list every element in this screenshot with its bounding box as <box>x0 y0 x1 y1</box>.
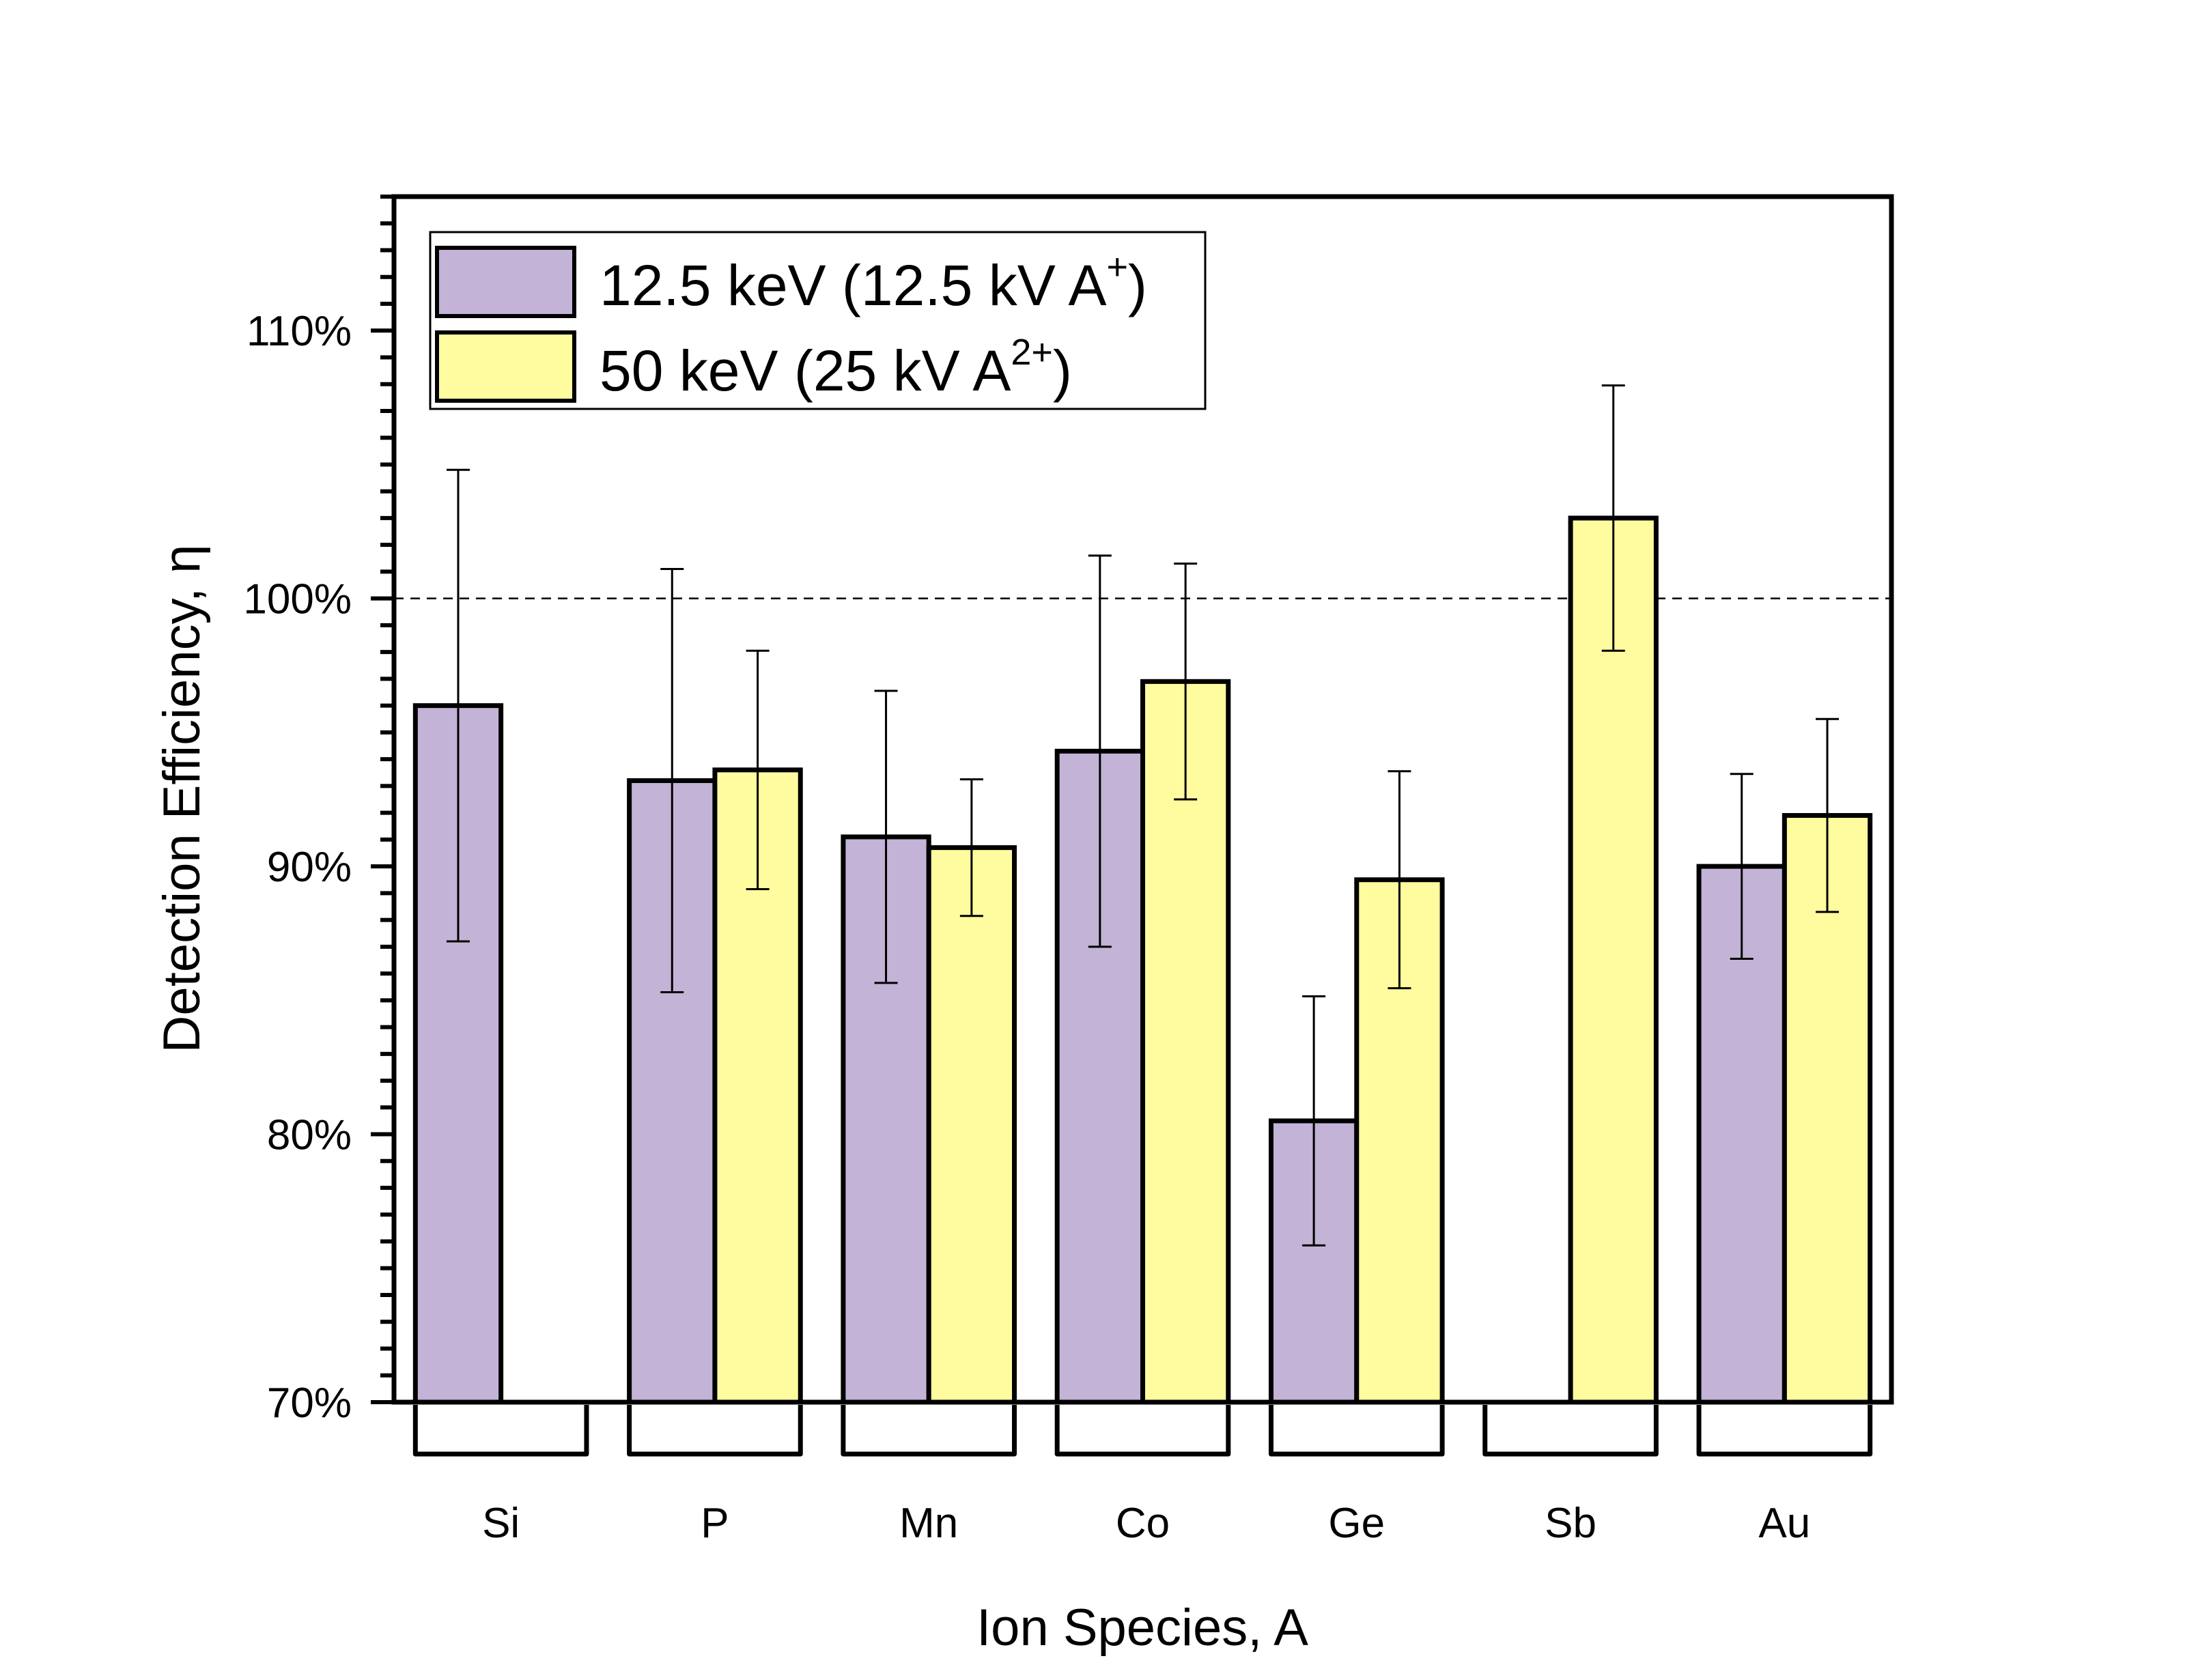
category-label-au: Au <box>1758 1500 1810 1547</box>
category-bracket-au <box>1696 1405 1873 1457</box>
legend: 12.5 keV (12.5 kV A+) 50 keV (25 kV A2+) <box>429 231 1207 410</box>
category-label-p: P <box>701 1500 729 1547</box>
legend-label-tail: ) <box>1128 253 1147 317</box>
legend-label-main: 12.5 keV (12.5 kV A <box>600 253 1106 317</box>
error-bar-co-series-1 <box>1088 554 1112 948</box>
legend-label-superscript: + <box>1106 246 1128 287</box>
legend-swatch-12-5-kev <box>435 246 576 318</box>
y-tick-label: 70% <box>267 1380 352 1427</box>
category-label-ge: Ge <box>1328 1500 1385 1547</box>
category-labels-group: Si P Mn Co Ge Sb Au <box>482 1500 1810 1547</box>
legend-label-tail: ) <box>1053 339 1072 403</box>
category-brackets-group <box>412 1405 1873 1457</box>
error-bar-p-series-2 <box>746 649 770 890</box>
error-bars-group <box>446 384 1840 1247</box>
category-label-mn: Mn <box>899 1500 958 1547</box>
legend-swatch-50-kev <box>435 330 576 403</box>
error-bar-ge-series-2 <box>1388 770 1411 990</box>
y-axis-title: Detection Efficiency, η <box>153 545 211 1053</box>
category-label-si: Si <box>482 1500 520 1547</box>
legend-label-12-5-kev: 12.5 keV (12.5 kV A+) <box>600 246 1147 317</box>
category-bracket-mn <box>841 1405 1017 1457</box>
category-bracket-ge <box>1268 1405 1445 1457</box>
bar-sb-series-2 <box>1568 515 1659 1405</box>
plot-frame <box>391 194 1894 1405</box>
error-bar-ge-series-1 <box>1302 995 1326 1247</box>
error-bar-mn-series-1 <box>874 689 898 984</box>
error-bar-si-series-1 <box>446 468 470 943</box>
category-bracket-si <box>412 1405 589 1457</box>
legend-label-50-kev: 50 keV (25 kV A2+) <box>600 332 1072 403</box>
y-tick-label: 110% <box>247 308 352 355</box>
category-bracket-p <box>627 1405 803 1457</box>
y-tick-label: 100% <box>243 576 352 623</box>
y-tick-label: 80% <box>267 1112 352 1159</box>
error-bar-mn-series-2 <box>959 778 983 917</box>
bar-mn-series-2 <box>926 845 1017 1405</box>
y-tick-label: 90% <box>267 844 352 891</box>
category-label-sb: Sb <box>1545 1500 1596 1547</box>
error-bar-au-series-1 <box>1730 773 1754 960</box>
error-bar-sb-series-2 <box>1601 384 1625 652</box>
x-axis-title: Ion Species, A <box>976 1599 1308 1657</box>
category-label-co: Co <box>1116 1500 1170 1547</box>
y-ticks-group: 70% 80% 90% 100% 110% <box>243 195 394 1427</box>
error-bar-co-series-2 <box>1174 563 1198 801</box>
category-bracket-co <box>1054 1405 1231 1457</box>
error-bar-p-series-1 <box>660 567 684 994</box>
error-bar-au-series-2 <box>1816 717 1840 913</box>
bar-au-series-2 <box>1782 813 1873 1405</box>
legend-label-main: 50 keV (25 kV A <box>600 339 1011 403</box>
legend-label-superscript: 2+ <box>1011 332 1053 373</box>
category-bracket-sb <box>1482 1405 1659 1457</box>
axes-group <box>391 194 1894 1405</box>
bars-group <box>412 515 1873 1405</box>
